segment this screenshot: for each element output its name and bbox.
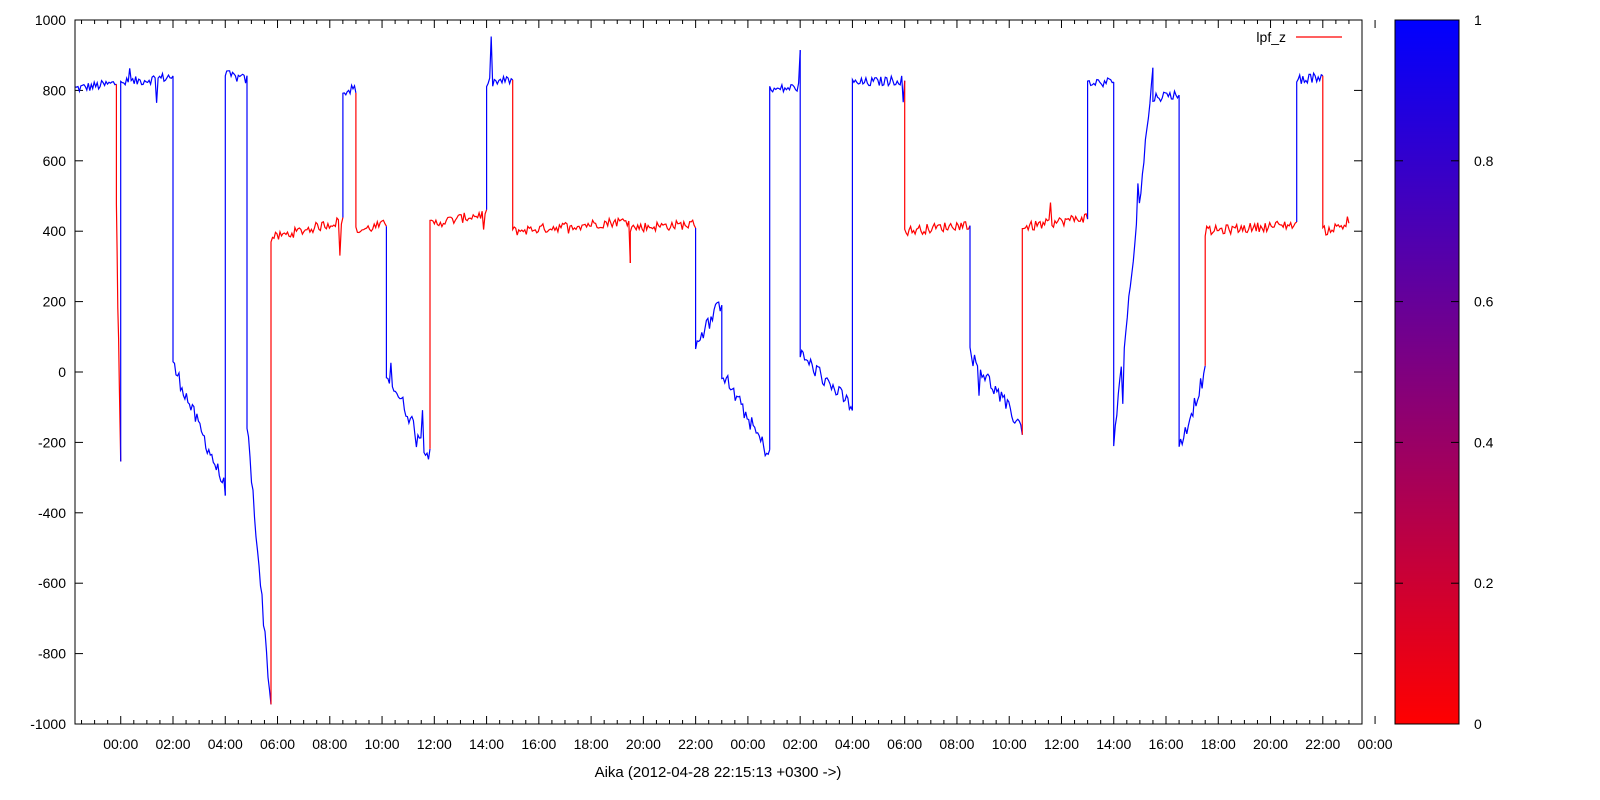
series-segment	[486, 36, 514, 210]
series-segment	[629, 218, 697, 263]
series-segment	[1113, 67, 1154, 447]
series-segment	[1021, 202, 1089, 435]
y-tick-label: 400	[43, 223, 67, 239]
x-tick-label: 20:00	[626, 736, 661, 752]
x-tick-label: 22:00	[1305, 736, 1340, 752]
series-segment	[904, 80, 971, 237]
series-segment	[799, 50, 853, 412]
x-tick-label: 10:00	[365, 736, 400, 752]
series-segment	[385, 226, 431, 460]
colorbar-tick-label: 0.2	[1474, 575, 1494, 591]
colorbar-tick-label: 0.8	[1474, 153, 1494, 169]
x-tick-label: 16:00	[1148, 736, 1183, 752]
series-segment	[694, 228, 723, 350]
y-tick-label: 1000	[35, 12, 66, 28]
y-tick-label: 200	[43, 294, 67, 310]
x-tick-label: 02:00	[783, 736, 818, 752]
series-segment	[429, 209, 488, 449]
x-axis-title: Aika (2012-04-28 22:15:13 +0300 ->)	[595, 764, 842, 781]
data-series	[75, 36, 1350, 705]
series-segment	[969, 225, 1023, 435]
x-tick-label: 18:00	[1201, 736, 1236, 752]
x-tick-label: 06:00	[260, 736, 295, 752]
x-tick-label: 18:00	[574, 736, 609, 752]
y-tick-label: -600	[38, 575, 66, 591]
series-segment	[1296, 71, 1324, 222]
x-tick-label: 22:00	[678, 736, 713, 752]
series-segment	[270, 216, 344, 705]
colorbar-tick-label: 0.6	[1474, 294, 1494, 310]
x-tick-label: 12:00	[417, 736, 452, 752]
x-tick-label: 00:00	[1358, 736, 1393, 752]
y-axis: -1000 -800 -600 -400 -200 0 200 400 600 800 1000	[30, 12, 1362, 732]
series-segment	[120, 68, 174, 462]
colorbar-tick-label: 0.4	[1474, 434, 1494, 450]
series-segment	[1152, 67, 1180, 103]
series-segment	[512, 79, 631, 264]
series-segment	[224, 70, 248, 496]
legend: lpf_z	[1256, 29, 1342, 45]
series-segment	[75, 79, 117, 94]
series-segment	[721, 305, 771, 458]
x-tick-label: 04:00	[835, 736, 870, 752]
y-tick-label: -800	[38, 646, 66, 662]
y-tick-label: -200	[38, 434, 66, 450]
y-tick-label: -1000	[30, 716, 66, 732]
x-tick-label: 06:00	[887, 736, 922, 752]
x-tick-label: 12:00	[1044, 736, 1079, 752]
colorbar-ticks: 0 0.2 0.4 0.6 0.8 1	[1395, 12, 1494, 732]
y-tick-label: 0	[58, 364, 66, 380]
x-tick-label: 00:00	[730, 736, 765, 752]
y-tick-label: -400	[38, 505, 66, 521]
colorbar-tick-label: 0	[1474, 716, 1482, 732]
y-tick-label: 600	[43, 153, 67, 169]
series-segment	[172, 75, 226, 496]
x-tick-label: 08:00	[939, 736, 974, 752]
x-tick-label: 20:00	[1253, 736, 1288, 752]
x-tick-label: 00:00	[103, 736, 138, 752]
colorbar-tick-label: 1	[1474, 12, 1482, 28]
colorbar: 0 0.2 0.4 0.6 0.8 1	[1394, 12, 1494, 732]
series-segment	[1178, 95, 1206, 447]
x-tick-label: 16:00	[521, 736, 556, 752]
plot-frame	[74, 19, 1363, 725]
series-segment	[1086, 77, 1114, 220]
x-tick-label: 14:00	[1096, 736, 1131, 752]
series-segment	[115, 84, 122, 462]
series-segment	[851, 74, 906, 411]
x-tick-label: 14:00	[469, 736, 504, 752]
x-tick-label: 02:00	[155, 736, 190, 752]
colorbar-gradient	[1394, 19, 1460, 725]
series-segment	[342, 83, 357, 218]
legend-label: lpf_z	[1256, 29, 1286, 45]
x-axis: 00:00 02:00 04:00 06:00 08:00 10:00 12:00 14:00…	[81, 20, 1393, 752]
y-tick-label: 800	[43, 82, 67, 98]
series-segment	[355, 92, 387, 234]
x-tick-label: 08:00	[312, 736, 347, 752]
series-segment	[246, 75, 272, 705]
x-tick-label: 04:00	[208, 736, 243, 752]
x-tick-label: 10:00	[992, 736, 1027, 752]
series-segment	[1322, 75, 1350, 236]
series-segment	[1204, 220, 1298, 366]
series-segment	[769, 50, 801, 450]
